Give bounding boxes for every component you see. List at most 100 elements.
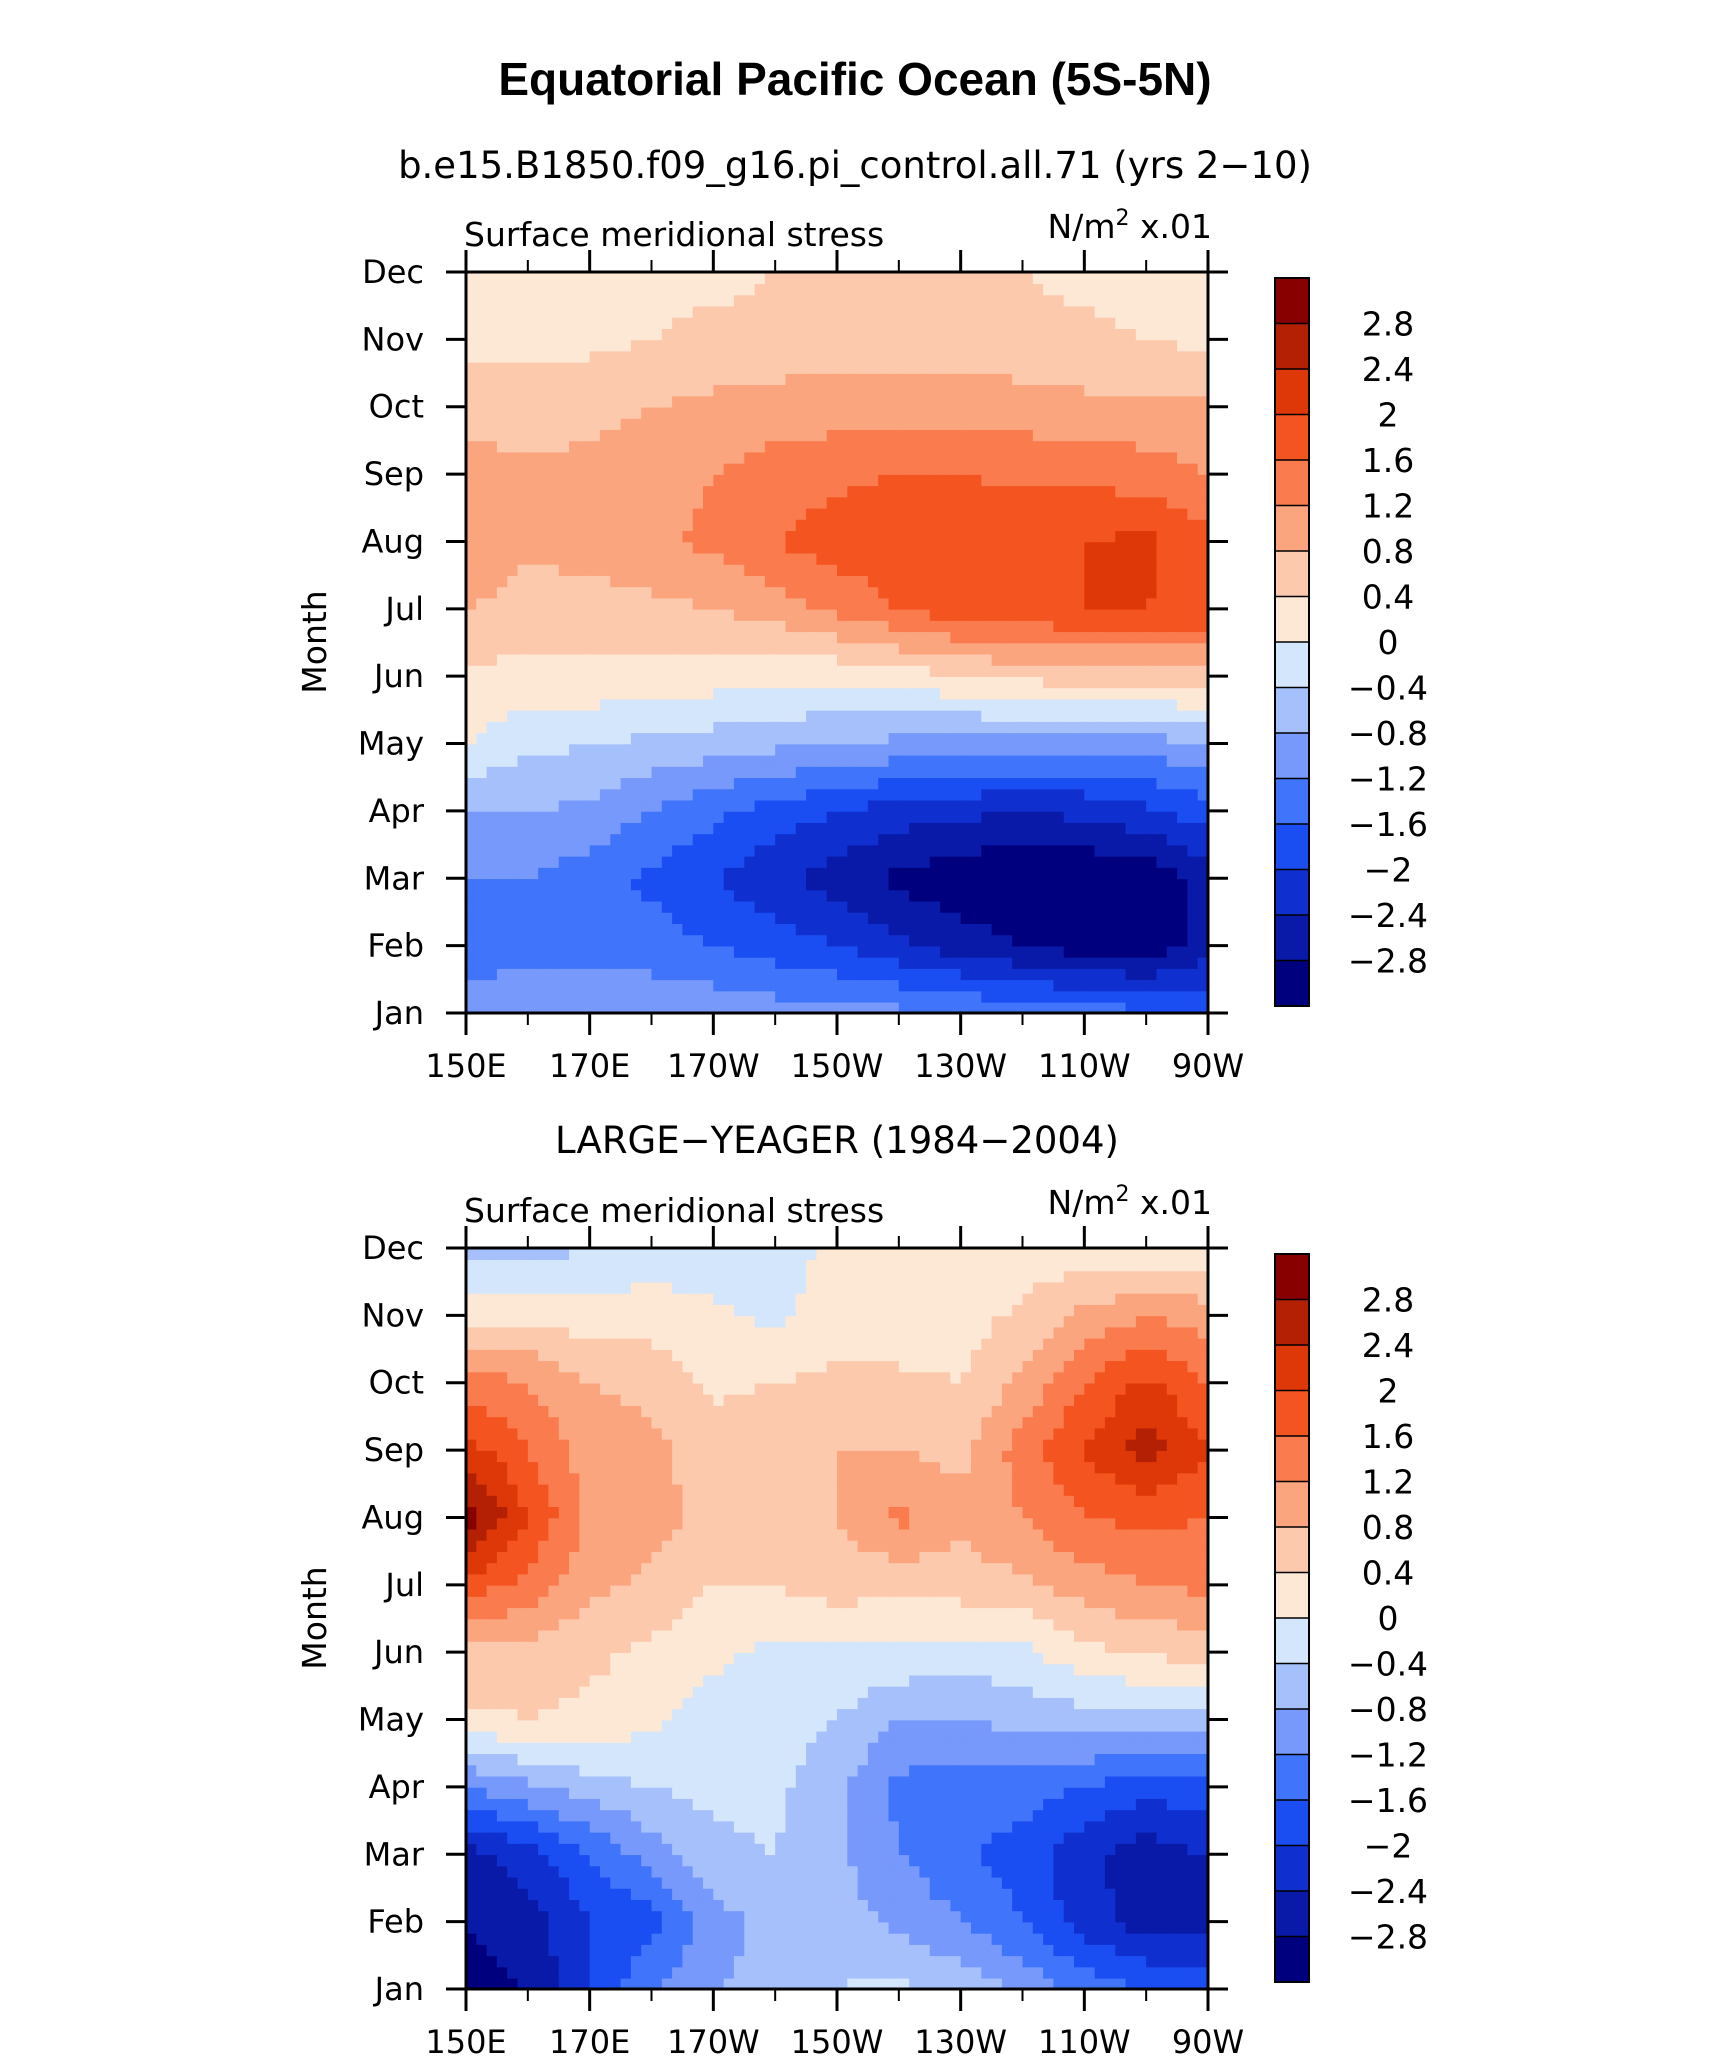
- contour-cell: [1197, 844, 1208, 857]
- contour-cell: [733, 889, 746, 902]
- contour-cell: [898, 462, 910, 475]
- contour-cell: [1053, 496, 1065, 509]
- contour-cell: [929, 687, 941, 700]
- contour-cell: [1125, 283, 1137, 296]
- contour-cell: [1053, 732, 1065, 745]
- contour-cell: [538, 642, 550, 655]
- contour-cell: [1032, 721, 1044, 734]
- contour-cell: [692, 339, 704, 352]
- contour-cell: [682, 294, 694, 307]
- contour-cell: [620, 328, 632, 341]
- contour-cell: [569, 664, 581, 677]
- contour-cell: [682, 451, 694, 464]
- contour-cell: [950, 687, 962, 700]
- contour-cell: [960, 822, 972, 835]
- contour-cell: [919, 878, 931, 891]
- contour-cell: [909, 339, 921, 352]
- contour-cell: [507, 406, 519, 419]
- contour-cell: [538, 1977, 550, 1989]
- contour-cell: [816, 316, 828, 329]
- contour-cell: [837, 316, 849, 329]
- contour-cell: [909, 384, 921, 397]
- contour-cell: [1197, 732, 1208, 745]
- contour-cell: [723, 698, 735, 711]
- contour-cell: [919, 440, 931, 453]
- colorbar-tick-label: −2.4: [1348, 896, 1428, 935]
- contour-cell: [1177, 867, 1189, 880]
- contour-cell: [630, 563, 642, 576]
- contour-cell: [1177, 406, 1189, 419]
- contour-cell: [1177, 384, 1189, 397]
- contour-cell: [1177, 541, 1189, 554]
- contour-cell: [1094, 653, 1106, 666]
- contour-cell: [517, 631, 529, 644]
- contour-cell: [1115, 754, 1127, 767]
- contour-cell: [1104, 451, 1117, 464]
- contour-cell: [672, 788, 684, 801]
- contour-cell: [940, 563, 952, 576]
- contour-cell: [826, 698, 838, 711]
- contour-cell: [1053, 283, 1065, 296]
- contour-cell: [1012, 328, 1024, 341]
- contour-cell: [754, 406, 766, 419]
- contour-cell: [816, 698, 828, 711]
- contour-cell: [610, 429, 622, 442]
- contour-cell: [898, 956, 910, 969]
- contour-cell: [1125, 541, 1137, 554]
- contour-cell: [867, 519, 880, 532]
- contour-cell: [1022, 462, 1034, 475]
- contour-cell: [1187, 867, 1199, 880]
- contour-cell: [723, 541, 735, 554]
- contour-cell: [919, 507, 931, 520]
- contour-cell: [837, 923, 849, 936]
- contour-cell: [682, 406, 694, 419]
- contour-cell: [1177, 855, 1189, 868]
- contour-cell: [1146, 350, 1158, 363]
- contour-cell: [1074, 395, 1086, 408]
- contour-cell: [744, 945, 756, 958]
- contour-cell: [764, 844, 776, 857]
- contour-cell: [579, 844, 591, 857]
- contour-cell: [672, 395, 684, 408]
- contour-cell: [1001, 844, 1013, 857]
- contour-cell: [672, 855, 684, 868]
- contour-cell: [826, 496, 838, 509]
- contour-cell: [661, 676, 673, 689]
- contour-cell: [1022, 799, 1034, 812]
- contour-cell: [538, 530, 550, 543]
- contour-cell: [620, 631, 632, 644]
- contour-cell: [507, 384, 519, 397]
- contour-cell: [589, 968, 601, 981]
- contour-cell: [558, 586, 570, 599]
- contour-cell: [1125, 608, 1137, 621]
- contour-cell: [703, 822, 715, 835]
- contour-cell: [672, 631, 684, 644]
- contour-cell: [867, 743, 880, 756]
- contour-cell: [610, 417, 622, 430]
- contour-cell: [898, 676, 910, 689]
- contour-cell: [1074, 597, 1086, 610]
- contour-cell: [1084, 294, 1096, 307]
- contour-cell: [569, 575, 581, 588]
- contour-cell: [682, 867, 694, 880]
- contour-cell: [878, 676, 890, 689]
- contour-cell: [558, 631, 570, 644]
- contour-cell: [960, 676, 972, 689]
- contour-cell: [558, 462, 570, 475]
- y-tick-label: Dec: [362, 253, 424, 291]
- colorbar-box: [1275, 687, 1309, 734]
- contour-cell: [1104, 878, 1117, 891]
- contour-cell: [651, 519, 663, 532]
- contour-cell: [1156, 395, 1168, 408]
- contour-cell: [1063, 945, 1075, 958]
- contour-cell: [1012, 799, 1024, 812]
- contour-cell: [558, 855, 570, 868]
- contour-cell: [1032, 507, 1044, 520]
- contour-cell: [744, 620, 756, 633]
- contour-cell: [764, 451, 776, 464]
- contour-cell: [847, 631, 859, 644]
- contour-cell: [548, 608, 560, 621]
- contour-cell: [610, 698, 622, 711]
- contour-cell: [754, 294, 766, 307]
- contour-cell: [496, 530, 509, 543]
